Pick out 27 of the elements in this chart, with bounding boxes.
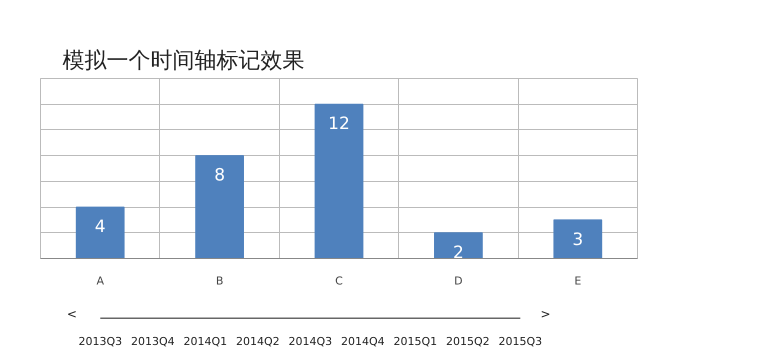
bar bbox=[76, 206, 125, 258]
data-label: 12 bbox=[328, 114, 350, 134]
data-label: 8 bbox=[214, 166, 226, 186]
data-label: 3 bbox=[572, 230, 584, 250]
x-tick-label: B bbox=[216, 274, 224, 288]
category-label: 2014Q1 bbox=[183, 335, 228, 348]
bar bbox=[553, 219, 602, 258]
category-label: 2015Q3 bbox=[498, 335, 542, 348]
category-label: 2013Q4 bbox=[130, 335, 175, 348]
bar bbox=[434, 232, 483, 258]
x-tick-label: E bbox=[574, 274, 582, 288]
category-label: 2014Q3 bbox=[288, 335, 332, 348]
text: > bbox=[540, 307, 551, 322]
text: < bbox=[66, 307, 77, 322]
bar bbox=[195, 155, 244, 258]
x-tick-label: A bbox=[96, 274, 104, 288]
category-label: 2015Q2 bbox=[446, 335, 490, 348]
data-label: 2 bbox=[452, 242, 464, 263]
x-tick-label: D bbox=[454, 274, 463, 288]
bar bbox=[314, 104, 364, 258]
category-label: 2014Q2 bbox=[236, 335, 280, 348]
chart-title: 模拟一个时间轴标记效果 bbox=[62, 48, 304, 74]
category-label: 2014Q4 bbox=[340, 335, 385, 348]
data-label: 4 bbox=[94, 217, 106, 238]
category-label: 2015Q1 bbox=[393, 335, 438, 348]
x-tick-label: C bbox=[335, 274, 344, 288]
category-label: 2013Q3 bbox=[78, 335, 122, 348]
